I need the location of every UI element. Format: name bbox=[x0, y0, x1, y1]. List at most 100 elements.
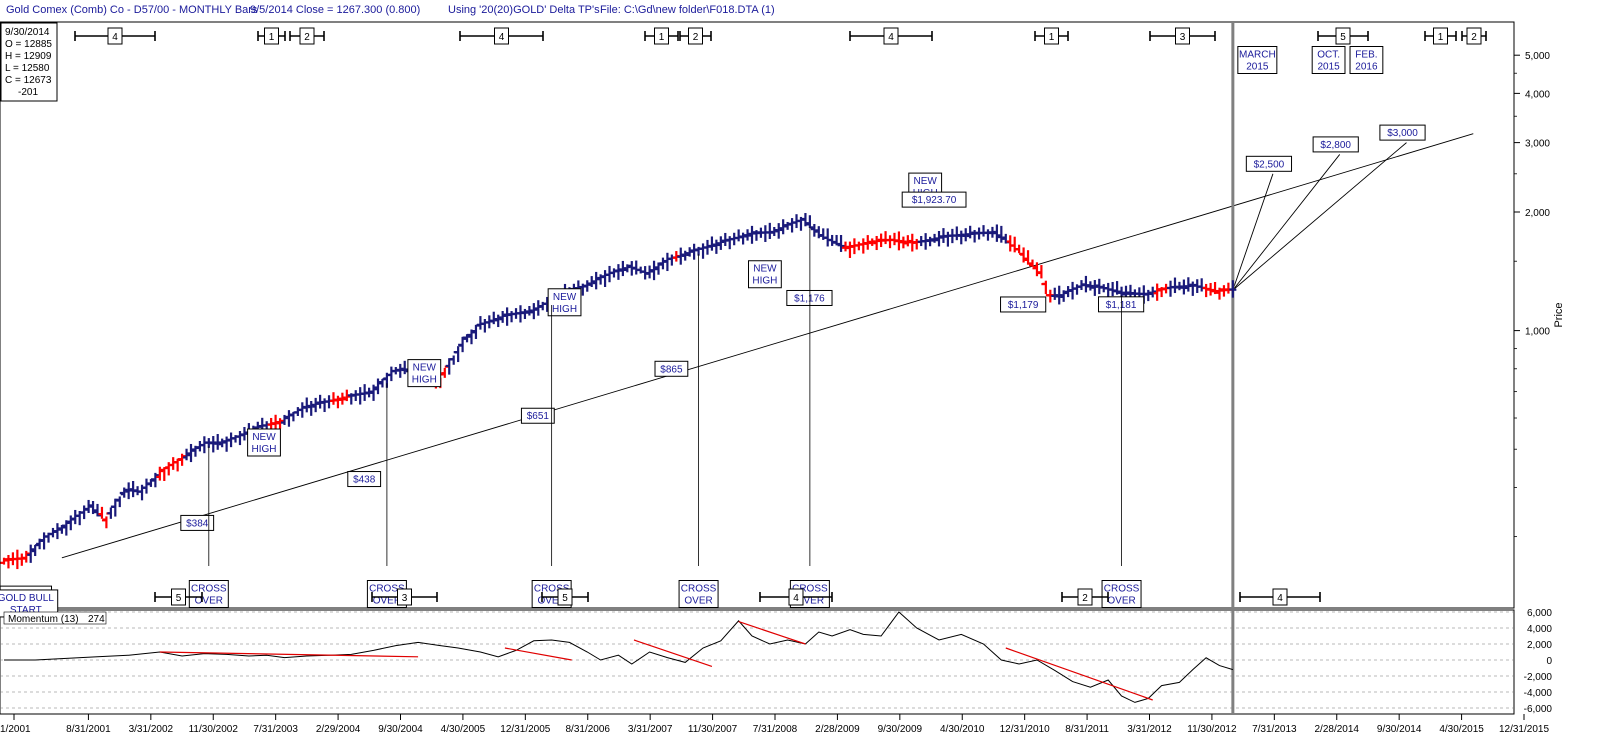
top-cycle-marker-box bbox=[1175, 27, 1190, 45]
x-tick-label: 3/31/2012 bbox=[1127, 724, 1172, 735]
momentum-line bbox=[4, 611, 1234, 703]
top-cycle-marker-box bbox=[1466, 27, 1482, 45]
bottom-cycle-marker-box bbox=[171, 588, 186, 606]
bottom-cycle-marker: 3 bbox=[371, 588, 438, 606]
price-annotation-text: NEW bbox=[252, 432, 276, 443]
x-tick-label: 4/30/2015 bbox=[1439, 724, 1484, 735]
ohlc-info-line: -201 bbox=[18, 87, 38, 98]
current-date-marker bbox=[1231, 22, 1235, 714]
crossover-label-text: OVER bbox=[195, 596, 223, 607]
top-cycle-marker-label: 4 bbox=[888, 32, 894, 43]
price-annotation-box bbox=[347, 471, 382, 488]
projected-date-label-text: 2015 bbox=[1246, 62, 1269, 73]
x-tick-label: 8/31/2006 bbox=[566, 724, 611, 735]
top-cycle-marker-label: 1 bbox=[1438, 32, 1444, 43]
target-label-text: $2,500 bbox=[1254, 159, 1285, 170]
bottom-cycle-marker-label: 4 bbox=[793, 593, 799, 604]
top-cycle-marker: 5 bbox=[1317, 27, 1369, 45]
top-cycle-marker-label: 2 bbox=[693, 32, 699, 43]
top-cycle-marker: 2 bbox=[679, 27, 712, 45]
target-label-box bbox=[1312, 136, 1359, 153]
top-cycle-marker: 2 bbox=[289, 27, 325, 45]
bottom-cycle-marker-box bbox=[1272, 588, 1288, 606]
top-cycle-marker-box bbox=[299, 27, 315, 45]
y-tick-label: 3,000 bbox=[1525, 139, 1550, 150]
x-tick-label: 1/2001 bbox=[0, 724, 31, 735]
momentum-tick-label: 6,000 bbox=[1527, 608, 1552, 619]
x-tick-label: 12/31/2005 bbox=[500, 724, 550, 735]
x-tick-label: 4/30/2010 bbox=[940, 724, 985, 735]
momentum-value: 274 bbox=[88, 614, 105, 625]
momentum-tick-label: 2,000 bbox=[1527, 640, 1552, 651]
momentum-trend-line bbox=[738, 621, 806, 645]
x-tick-label: 2/28/2009 bbox=[815, 724, 860, 735]
instrument-title: Gold Comex (Comb) Co - D57/00 - MONTHLY … bbox=[6, 4, 258, 16]
price-annotation-text: NEW bbox=[753, 264, 777, 275]
price-annotation-text: $1,179 bbox=[1008, 300, 1039, 311]
top-cycle-marker: 4 bbox=[849, 27, 933, 45]
top-cycle-marker: 4 bbox=[459, 27, 544, 45]
price-annotation-text: GOLD BULL bbox=[0, 593, 54, 604]
top-cycle-marker-label: 2 bbox=[1471, 32, 1477, 43]
top-cycle-marker-label: 3 bbox=[1180, 32, 1186, 43]
price-annotation-box bbox=[407, 359, 442, 388]
x-tick-label: 8/31/2011 bbox=[1065, 724, 1109, 735]
bottom-cycle-marker-box bbox=[397, 588, 412, 606]
y-tick-label: 4,000 bbox=[1525, 89, 1550, 100]
price-annotation-text: $865 bbox=[660, 364, 683, 375]
bottom-cycle-marker-label: 2 bbox=[1082, 593, 1088, 604]
x-tick-label: 12/31/2010 bbox=[1000, 724, 1050, 735]
crossover-label-text: CROSS bbox=[681, 584, 717, 595]
top-cycle-marker-label: 2 bbox=[304, 32, 310, 43]
projected-date-label-box bbox=[1311, 46, 1346, 74]
projected-date-label: FEB.2016 bbox=[1349, 46, 1384, 74]
bottom-cycle-marker-label: 3 bbox=[402, 593, 408, 604]
target-label: $3,000 bbox=[1379, 124, 1426, 141]
price-annotation-box bbox=[901, 191, 967, 208]
momentum-trend-line bbox=[159, 651, 419, 658]
projection-line bbox=[1232, 142, 1407, 291]
momentum-tick-label: -6,000 bbox=[1524, 704, 1553, 715]
ohlc-info-line: 9/30/2014 bbox=[5, 27, 50, 38]
price-annotation-text: HIGH bbox=[252, 444, 277, 455]
momentum-tick-label: 4,000 bbox=[1527, 624, 1552, 635]
top-cycle-marker: 4 bbox=[74, 27, 156, 45]
price-annotation-text: NEW bbox=[914, 176, 938, 187]
crossover-label-text: OVER bbox=[796, 596, 824, 607]
x-tick-label: 7/31/2008 bbox=[753, 724, 798, 735]
price-annotation-text: $438 bbox=[353, 475, 376, 486]
top-cycle-marker-label: 1 bbox=[269, 32, 275, 43]
price-annotation-box bbox=[1000, 296, 1047, 313]
x-tick-label: 9/30/2004 bbox=[378, 724, 423, 735]
price-annotation-text: NEW bbox=[413, 363, 437, 374]
top-cycle-marker-box bbox=[107, 27, 123, 45]
top-cycle-marker-box bbox=[494, 27, 509, 45]
bottom-cycle-marker: 5 bbox=[541, 588, 589, 606]
momentum-trend-line bbox=[1005, 647, 1153, 701]
crossover-label-text: CROSS bbox=[191, 584, 227, 595]
target-label-box bbox=[1245, 155, 1293, 172]
projection-line bbox=[1232, 154, 1341, 291]
price-annotation-box bbox=[180, 514, 215, 531]
target-label-box bbox=[1379, 124, 1426, 141]
momentum-title-box bbox=[3, 611, 107, 625]
ohlc-info-box bbox=[0, 22, 58, 102]
file-info: File: C:\Gd\new folder\F018.DTA (1) bbox=[600, 4, 775, 16]
price-annotation-box bbox=[520, 407, 555, 424]
price-annotation-text: NEW bbox=[553, 292, 577, 303]
ohlc-info-line: C = 12673 bbox=[5, 75, 52, 86]
price-annotation-text: HIGH bbox=[752, 276, 777, 287]
crossover-label-text: OVER bbox=[537, 596, 565, 607]
y-axis-label: Price bbox=[1553, 302, 1565, 327]
price-annotation: $438 bbox=[347, 471, 382, 488]
x-tick-label: 2/29/2004 bbox=[316, 724, 361, 735]
top-cycle-marker: 1 bbox=[1424, 27, 1457, 45]
price-annotation-box bbox=[748, 260, 782, 289]
x-tick-label: 4/30/2005 bbox=[441, 724, 486, 735]
target-label: $2,800 bbox=[1312, 136, 1359, 153]
